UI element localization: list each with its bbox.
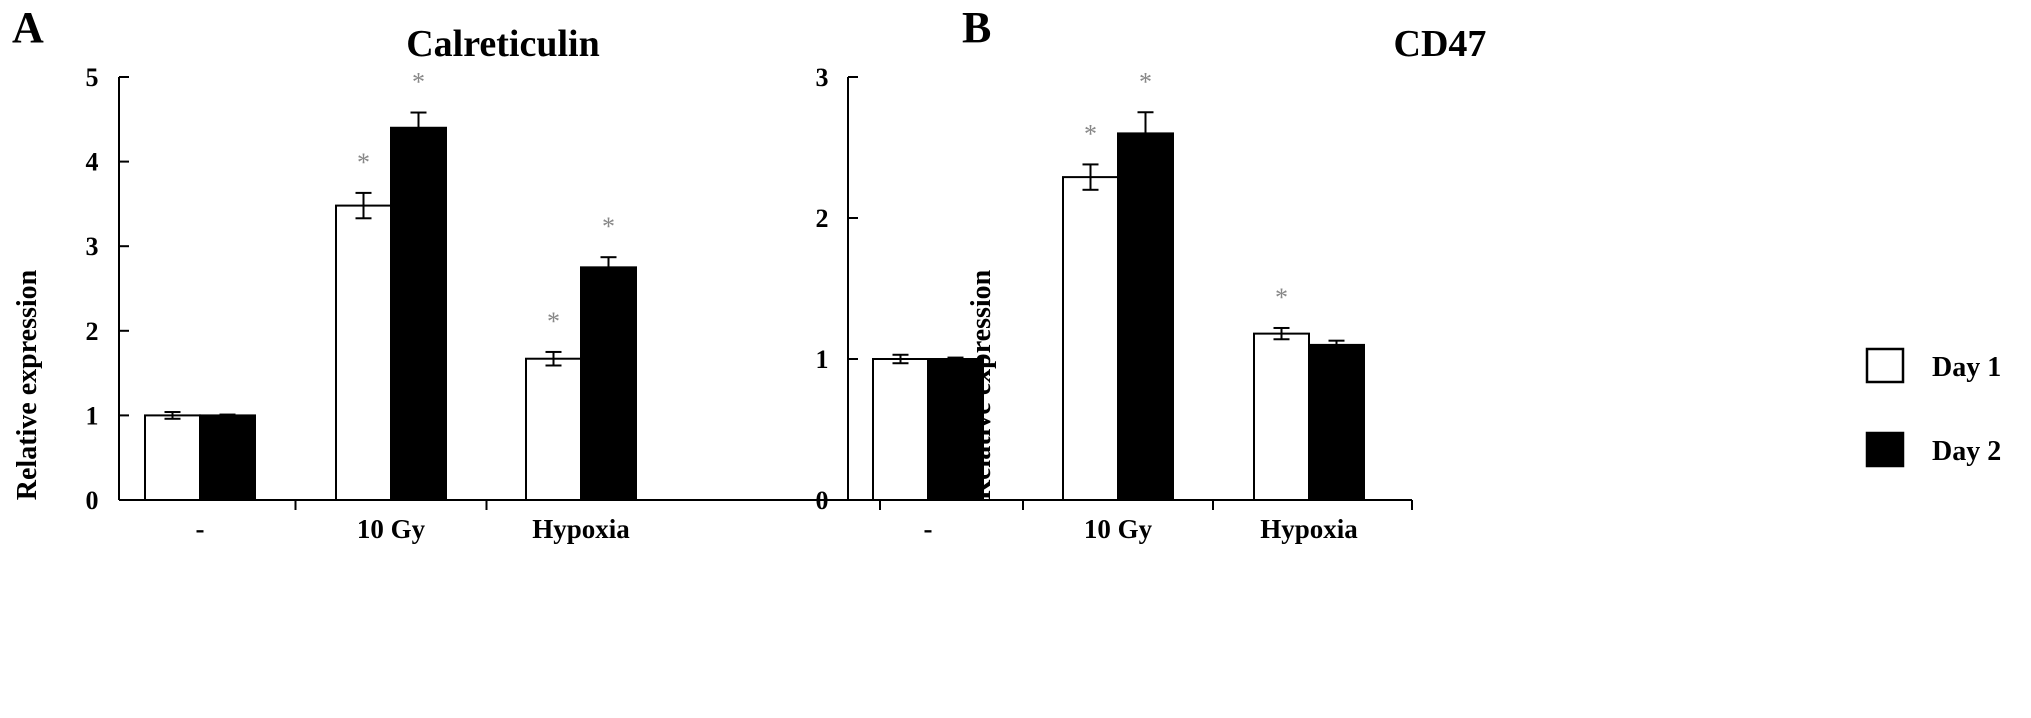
panel-b-significance-marker: * — [1084, 119, 1097, 148]
panel-b-category-label: 10 Gy — [1084, 514, 1153, 544]
panel-a-category-label: 10 Gy — [357, 514, 426, 544]
panel-b-y-tick-label: 0 — [816, 486, 829, 515]
panel-b-bar-day2 — [1117, 132, 1174, 501]
panel-a-significance-marker: * — [412, 68, 425, 97]
panel-a-category-label: Hypoxia — [532, 514, 630, 544]
legend-item-day2: Day 2 — [1865, 431, 2001, 468]
legend-swatch-day2 — [1865, 431, 1905, 468]
panel-a-significance-marker: * — [602, 212, 615, 241]
panel-b-bar-day1 — [1253, 332, 1310, 501]
panel-a-bar-day2 — [199, 414, 256, 501]
panel-b-significance-marker: * — [1139, 67, 1152, 96]
panel-b-bar-day1 — [1062, 176, 1119, 502]
panel-a-y-tick-label: 3 — [86, 232, 99, 261]
panel-a-letter: A — [12, 3, 44, 52]
panel-a-y-tick-label: 2 — [86, 317, 99, 346]
legend-swatch-day1 — [1865, 347, 1905, 384]
panel-b-bar-day2 — [927, 358, 984, 501]
panel-a-ylabel: Relative expression — [12, 269, 43, 500]
legend: Day 1 Day 2 — [1865, 347, 2001, 468]
panel-a-bar-day2 — [580, 266, 637, 501]
panel-b-significance-marker: * — [1275, 283, 1288, 312]
panel-a-y-tick-label: 5 — [86, 63, 99, 92]
panel-a-y-tick-label: 4 — [86, 148, 99, 177]
panel-b-category-label: Hypoxia — [1260, 514, 1358, 544]
panel-a-y-tick-label: 0 — [86, 486, 99, 515]
panel-a-significance-marker: * — [547, 307, 560, 336]
panel-b-bar-day1 — [872, 358, 929, 501]
legend-label-day1: Day 1 — [1932, 352, 2001, 383]
panel-a-y-tick-label: 1 — [86, 401, 99, 430]
legend-label-day2: Day 2 — [1932, 436, 2001, 467]
panel-a-bar-day1 — [525, 357, 582, 501]
panel-b-plot: 0 1 2 3 - 10 Gy Hypoxia * * * — [816, 63, 1413, 544]
panel-b-bar-day2 — [1308, 343, 1365, 501]
panel-a-bar-day2 — [390, 126, 447, 501]
panel-a-significance-marker: * — [357, 148, 370, 177]
panel-a-bar-day1 — [144, 414, 201, 501]
panel-b-y-tick-label: 1 — [816, 345, 829, 374]
panel-b-y-tick-label: 2 — [816, 204, 829, 233]
panel-b-letter: B — [962, 3, 991, 52]
panel-a-title: Calreticulin — [406, 23, 600, 65]
panel-a-category-label: - — [196, 514, 205, 544]
legend-item-day1: Day 1 — [1865, 347, 2001, 384]
panel-a-plot: 0 1 2 3 4 5 - 10 Gy Hypoxia * * * * — [86, 63, 881, 544]
panel-b-category-label: - — [924, 514, 933, 544]
panel-b-title: CD47 — [1394, 23, 1487, 65]
panel-b-y-tick-label: 3 — [816, 63, 829, 92]
panel-a-bar-day1 — [335, 204, 392, 501]
